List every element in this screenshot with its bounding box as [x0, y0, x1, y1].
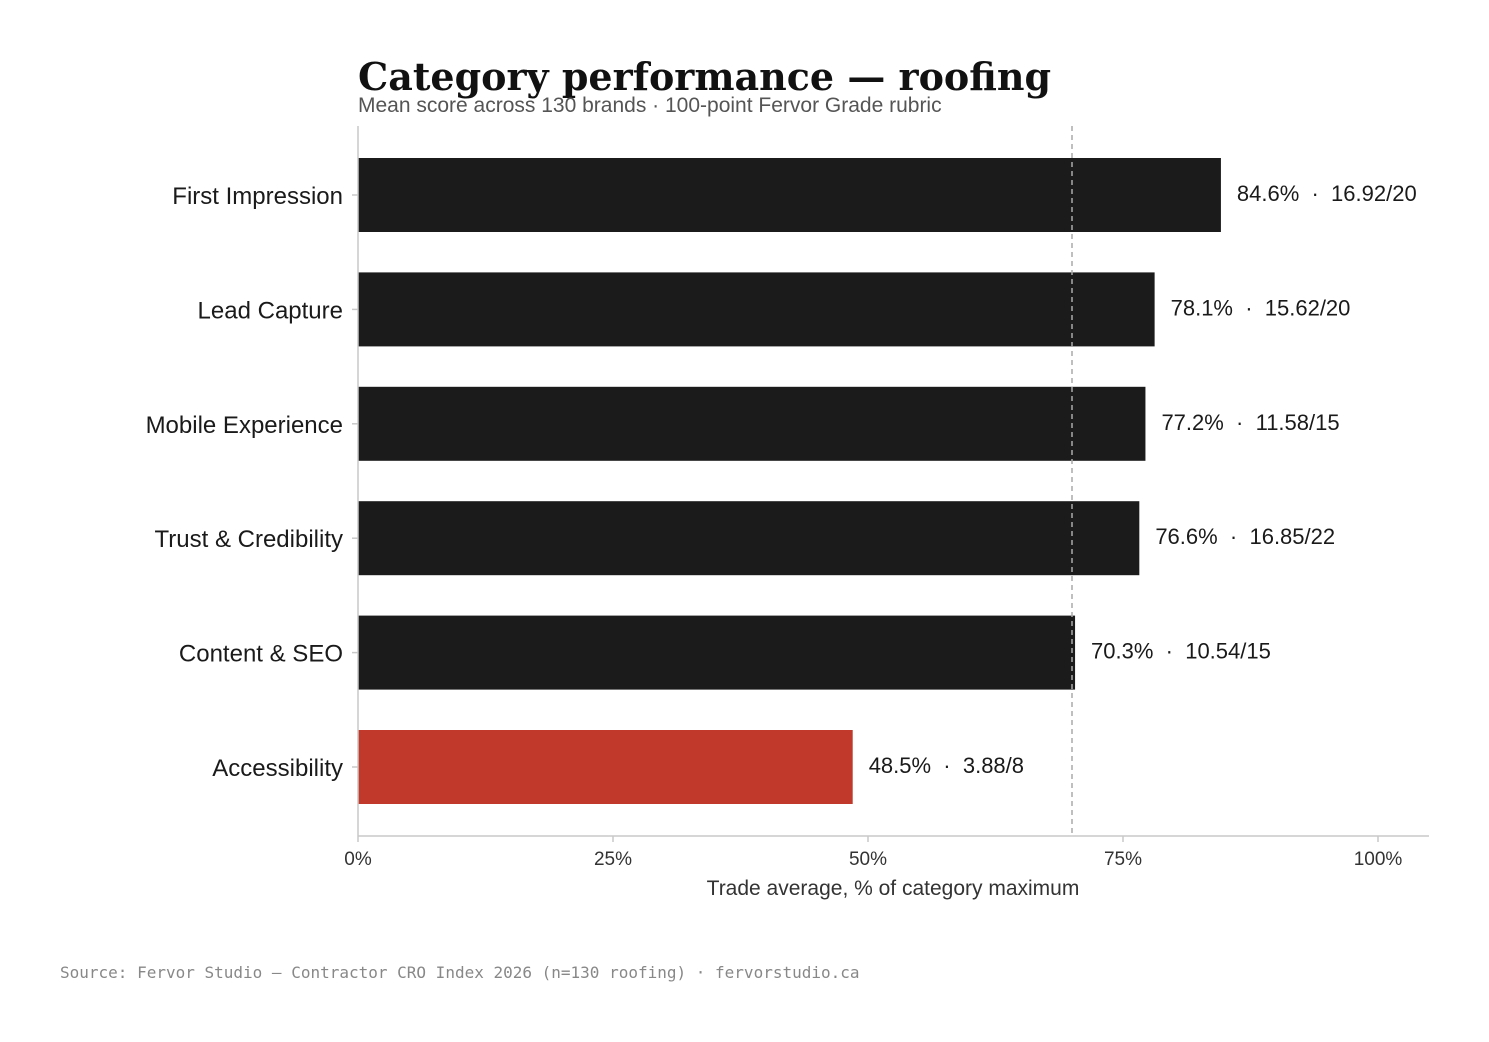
bar-3 — [358, 501, 1140, 576]
category-label-2: Mobile Experience — [146, 412, 343, 439]
bar-5 — [358, 730, 853, 804]
category-label-1: Lead Capture — [198, 297, 343, 324]
source-footnote: Source: Fervor Studio — Contractor CRO I… — [60, 963, 860, 982]
category-label-3: Trust & Credibility — [155, 526, 343, 553]
chart-title: Category performance — roofing — [358, 54, 1051, 99]
x-tick-label-0: 0% — [344, 849, 372, 870]
x-tick-label-4: 100% — [1354, 849, 1403, 870]
value-label-2: 77.2% · 11.58/15 — [1161, 410, 1339, 435]
bar-2 — [358, 386, 1146, 461]
value-label-4: 70.3% · 10.54/15 — [1091, 639, 1271, 664]
value-label-5: 48.5% · 3.88/8 — [869, 753, 1024, 778]
x-axis-label: Trade average, % of category maximum — [707, 877, 1080, 900]
axes-group — [357, 126, 1429, 837]
x-tick-label-3: 75% — [1104, 849, 1142, 870]
x-tick-label-1: 25% — [594, 849, 632, 870]
chart-subtitle: Mean score across 130 brands · 100-point… — [358, 94, 942, 117]
bar-1 — [358, 272, 1155, 347]
x-ticks-group: 0% 25% 50% 75% 100% — [344, 836, 1402, 870]
bars-group: First Impression 84.6% · 16.92/20 Lead Cap… — [146, 158, 1417, 804]
bar-0 — [358, 158, 1221, 232]
category-label-5: Accessibility — [212, 755, 343, 782]
category-label-0: First Impression — [172, 183, 343, 210]
value-label-3: 76.6% · 16.85/22 — [1155, 524, 1335, 549]
x-tick-label-2: 50% — [849, 849, 887, 870]
category-label-4: Content & SEO — [179, 641, 343, 668]
bar-4 — [358, 615, 1076, 690]
value-label-1: 78.1% · 15.62/20 — [1171, 295, 1351, 320]
value-label-0: 84.6% · 16.92/20 — [1237, 181, 1417, 206]
